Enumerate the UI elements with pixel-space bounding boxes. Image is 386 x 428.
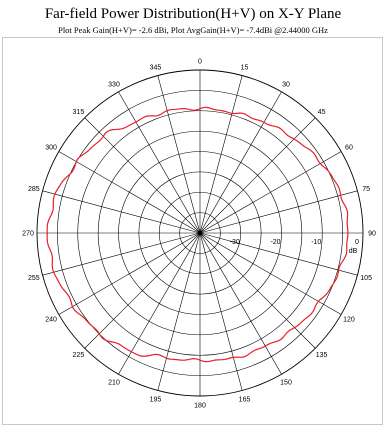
grid-spoke: [58, 151, 201, 234]
angle-tick-label: 0: [198, 59, 202, 66]
grid-spoke: [84, 117, 201, 234]
radial-tick-label: -20: [270, 239, 280, 246]
grid-spoke: [199, 151, 342, 234]
angle-tick-label: 195: [150, 397, 162, 404]
grid-spoke: [118, 91, 201, 234]
grid-spoke: [118, 232, 201, 375]
angle-tick-label: 30: [282, 82, 290, 89]
radial-tick-label: -30: [230, 239, 240, 246]
grid-spoke: [199, 232, 342, 315]
angle-tick-label: 285: [28, 186, 40, 193]
angle-tick-label: 345: [150, 64, 162, 71]
angle-tick-label: 330: [108, 82, 120, 89]
angle-tick-label: 75: [362, 186, 370, 193]
grid-spoke: [58, 232, 201, 315]
angle-tick-label: 105: [360, 275, 372, 282]
angle-tick-label: 150: [280, 379, 292, 386]
grid-spoke: [199, 91, 282, 234]
angle-tick-label: 315: [73, 109, 85, 116]
grid-spoke: [199, 75, 243, 234]
angle-tick-label: 270: [22, 231, 34, 238]
angle-tick-label: 225: [73, 352, 85, 359]
radial-unit-label: dB: [349, 248, 358, 255]
angle-tick-label: 15: [241, 64, 249, 71]
radial-tick-label: 0: [355, 239, 359, 246]
angle-tick-label: 120: [343, 317, 355, 324]
angle-tick-label: 210: [108, 379, 120, 386]
grid-spoke: [84, 232, 201, 349]
grid-spoke: [42, 232, 201, 276]
angle-tick-label: 135: [316, 352, 328, 359]
grid-spoke: [199, 232, 282, 375]
angle-tick-label: 240: [45, 317, 57, 324]
grid-spoke: [42, 190, 201, 234]
angle-tick-label: 90: [368, 231, 376, 238]
chart-title: Far-field Power Distribution(H+V) on X-Y…: [44, 6, 342, 22]
angle-tick-label: 165: [239, 397, 251, 404]
gain-pattern-series: [46, 106, 349, 363]
center-point: [197, 230, 203, 236]
angle-tick-label: 45: [318, 109, 326, 116]
radial-tick-label: -10: [311, 239, 321, 246]
plot-area-border: [2, 37, 383, 425]
grid-spoke: [199, 232, 243, 391]
grid-spoke: [199, 232, 316, 349]
grid-spoke: [199, 190, 358, 234]
angle-tick-label: 180: [194, 403, 206, 410]
grid-spoke: [157, 232, 201, 391]
angle-tick-label: 255: [28, 275, 40, 282]
angle-tick-label: 300: [45, 145, 57, 152]
grid-spoke: [199, 232, 358, 276]
angle-tick-label: 60: [345, 145, 353, 152]
grid-spoke: [199, 117, 316, 234]
chart-subtitle: Plot Peak Gain(H+V)= -2.6 dBi, Plot AvgG…: [58, 25, 328, 35]
grid-spoke: [157, 75, 201, 234]
